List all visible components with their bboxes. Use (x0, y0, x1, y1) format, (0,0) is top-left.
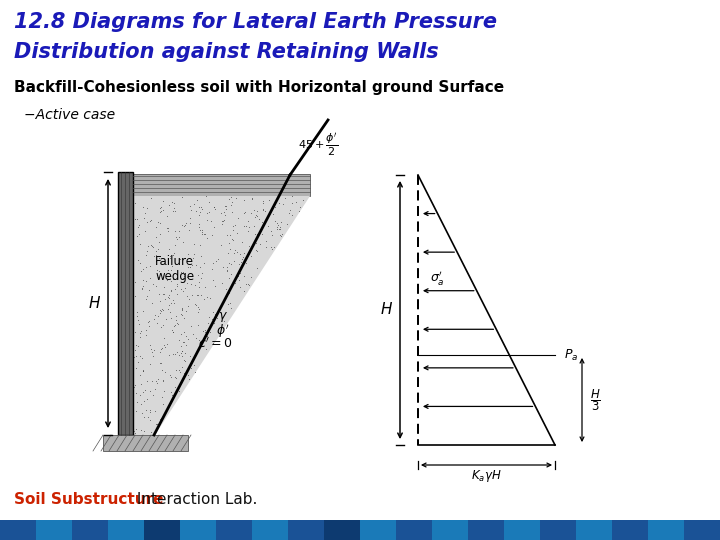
Text: $c^{\prime}=0$: $c^{\prime}=0$ (198, 336, 233, 350)
Text: $\gamma$: $\gamma$ (218, 310, 228, 324)
Text: $\phi^{\prime}$: $\phi^{\prime}$ (216, 323, 230, 341)
Bar (72, 520, 108, 540)
Polygon shape (103, 435, 188, 451)
Polygon shape (118, 172, 133, 435)
Bar (504, 520, 540, 540)
Text: Interaction Lab.: Interaction Lab. (132, 492, 257, 507)
Bar (0, 520, 36, 540)
Bar (396, 520, 432, 540)
Bar (324, 520, 360, 540)
Bar (360, 520, 396, 540)
Text: Soil Substructure: Soil Substructure (14, 492, 163, 507)
Text: −Active case: −Active case (24, 108, 115, 122)
Text: Backfill-Cohesionless soil with Horizontal ground Surface: Backfill-Cohesionless soil with Horizont… (14, 80, 504, 95)
Bar (144, 520, 180, 540)
Bar (684, 520, 720, 540)
Text: 12.8 Diagrams for Lateral Earth Pressure: 12.8 Diagrams for Lateral Earth Pressure (14, 12, 497, 32)
Bar (648, 520, 684, 540)
Text: $45 + \dfrac{\phi^{\prime}}{2}$: $45 + \dfrac{\phi^{\prime}}{2}$ (298, 132, 338, 158)
Bar (612, 520, 648, 540)
Text: H: H (380, 302, 392, 318)
Bar (36, 520, 72, 540)
Text: $\dfrac{H}{3}$: $\dfrac{H}{3}$ (590, 387, 600, 413)
Bar (108, 520, 144, 540)
Bar (180, 520, 216, 540)
Bar (288, 520, 324, 540)
Text: $P_a$: $P_a$ (564, 347, 578, 362)
Bar (432, 520, 468, 540)
Bar (252, 520, 288, 540)
Text: H: H (89, 296, 100, 311)
Bar (576, 520, 612, 540)
Text: $K_a\gamma H$: $K_a\gamma H$ (471, 468, 502, 484)
Bar (540, 520, 576, 540)
Bar (216, 520, 252, 540)
Bar (468, 520, 504, 540)
Text: Failure
wedge: Failure wedge (155, 255, 194, 283)
Polygon shape (133, 196, 310, 435)
Polygon shape (133, 174, 310, 196)
Text: Distribution against Retaining Walls: Distribution against Retaining Walls (14, 42, 438, 62)
Text: $\sigma^{\prime}_{a}$: $\sigma^{\prime}_{a}$ (430, 268, 445, 287)
